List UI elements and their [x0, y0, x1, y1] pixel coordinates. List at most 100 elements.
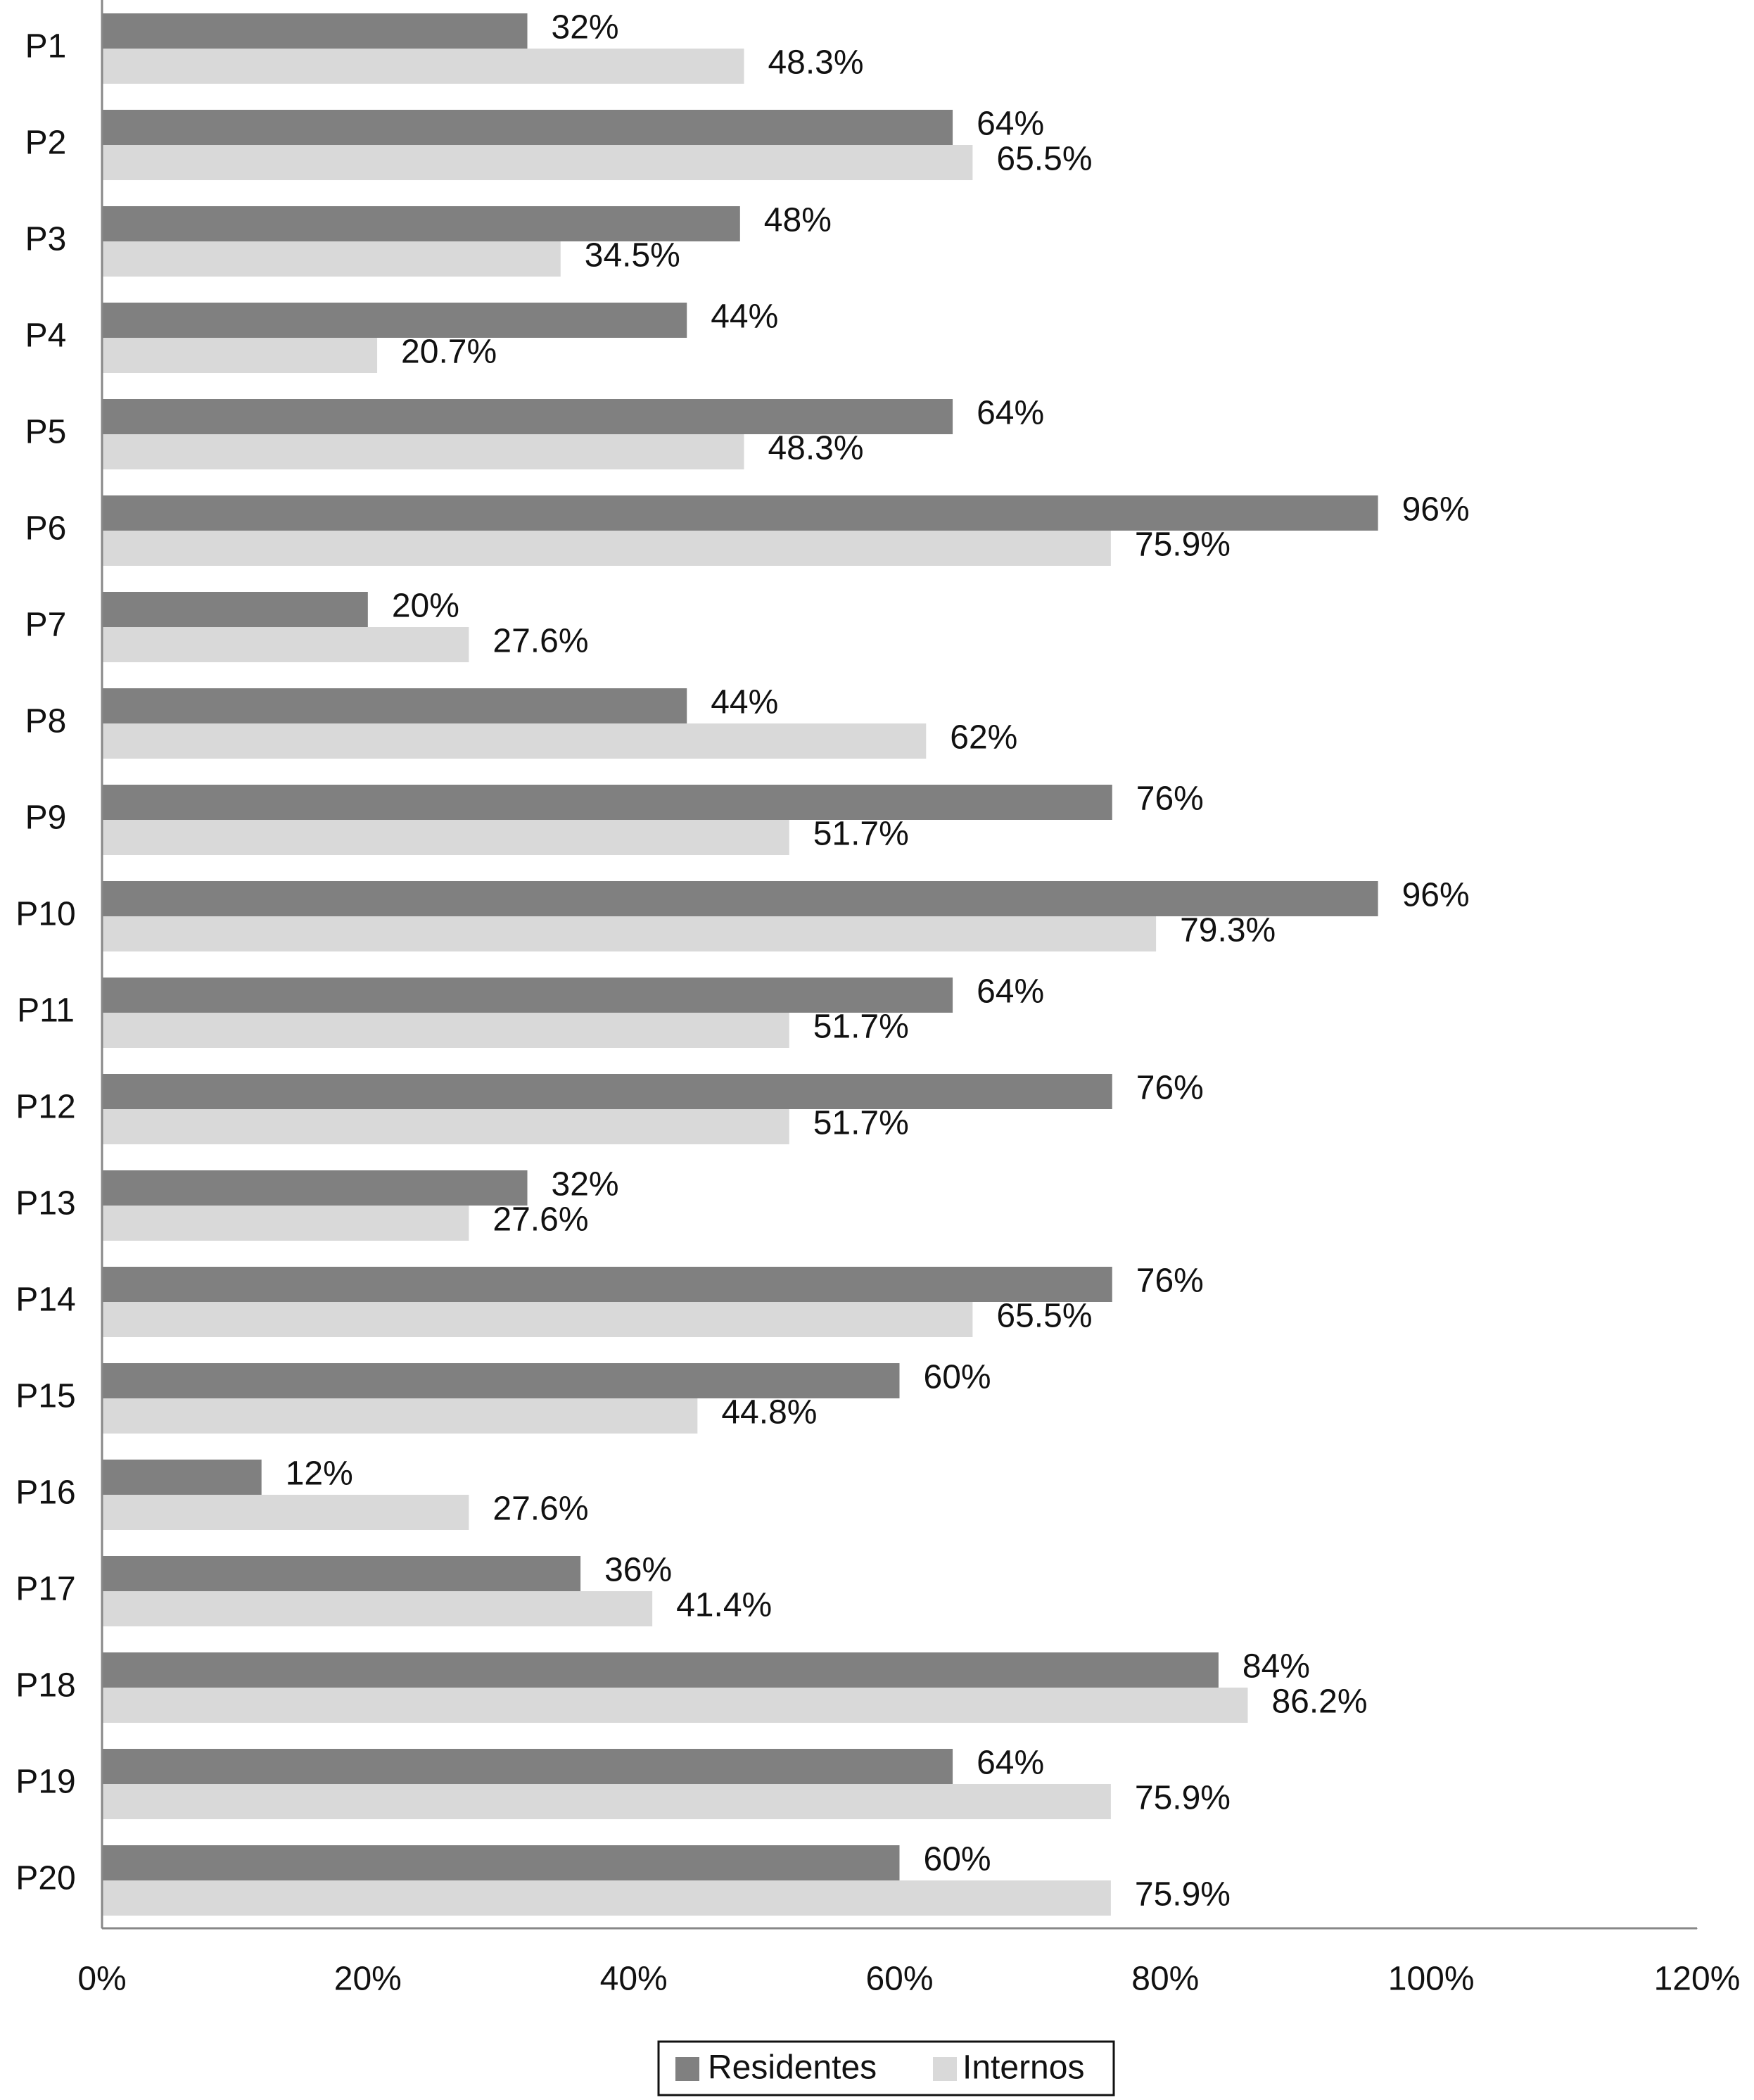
value-label: 36% [604, 1552, 672, 1589]
y-tick-label: P10 [15, 896, 75, 933]
value-label: 75.9% [1135, 1780, 1231, 1817]
x-tick-label: 100% [1388, 1961, 1475, 1998]
bar [102, 881, 1378, 916]
bar [102, 820, 789, 855]
bar [102, 592, 368, 627]
bar [102, 627, 469, 662]
y-tick-label: P16 [15, 1474, 75, 1512]
bar [102, 1074, 1112, 1109]
value-label: 65.5% [996, 1298, 1092, 1335]
x-tick-label: 20% [334, 1961, 402, 1998]
value-label: 64% [977, 1745, 1044, 1782]
x-tick-label: 120% [1654, 1961, 1741, 1998]
value-label: 51.7% [813, 1105, 909, 1142]
y-tick-label: P5 [25, 414, 67, 451]
value-label: 48.3% [768, 430, 863, 467]
y-tick-label: P8 [25, 703, 67, 740]
value-label: 75.9% [1135, 1876, 1231, 1914]
bar [102, 1556, 581, 1591]
bar [102, 1495, 469, 1530]
bar [102, 1170, 528, 1206]
value-label: 32% [552, 9, 619, 46]
bar [102, 338, 378, 373]
bar [102, 206, 740, 241]
value-label: 32% [552, 1166, 619, 1203]
y-tick-label: P14 [15, 1282, 75, 1319]
value-label: 84% [1243, 1648, 1310, 1685]
legend-swatch [675, 2057, 699, 2081]
value-label: 27.6% [492, 1201, 588, 1239]
y-tick-label: P17 [15, 1571, 75, 1608]
value-label: 64% [977, 973, 1044, 1011]
value-label: 27.6% [492, 1491, 588, 1528]
legend-label: Residentes [708, 2049, 877, 2087]
value-label: 51.7% [813, 1008, 909, 1046]
x-tick-label: 80% [1131, 1961, 1199, 1998]
value-label: 48.3% [768, 44, 863, 82]
legend-box [657, 2040, 1115, 2096]
value-label: 60% [924, 1841, 991, 1878]
bar [102, 1591, 653, 1626]
bar [102, 1302, 973, 1337]
legend-swatch [933, 2057, 957, 2081]
value-label: 27.6% [492, 623, 588, 660]
y-tick-label: P6 [25, 510, 67, 548]
bar [102, 1398, 698, 1434]
bar [102, 49, 744, 84]
y-tick-label: P19 [15, 1764, 75, 1801]
bar [102, 916, 1157, 951]
bar [102, 688, 687, 723]
value-label: 64% [977, 106, 1044, 143]
bar [102, 1749, 953, 1784]
y-tick-label: P18 [15, 1667, 75, 1704]
value-label: 86.2% [1271, 1683, 1367, 1721]
bar [102, 1109, 789, 1144]
y-tick-label: P11 [17, 992, 75, 1030]
value-label: 62% [950, 719, 1017, 757]
bar [102, 1460, 262, 1495]
y-tick-label: P2 [25, 125, 67, 162]
value-label: 20.7% [401, 334, 497, 371]
bar [102, 1784, 1111, 1819]
value-label: 12% [286, 1455, 353, 1493]
y-tick-label: P13 [15, 1185, 75, 1222]
bar [102, 434, 744, 469]
bar [102, 723, 927, 759]
value-label: 76% [1136, 780, 1204, 818]
y-tick-label: P15 [15, 1378, 75, 1415]
x-tick-label: 40% [600, 1961, 668, 1998]
y-tick-label: P7 [25, 607, 67, 644]
bar [102, 495, 1378, 531]
y-tick-label: P12 [15, 1089, 75, 1126]
bar [102, 145, 973, 180]
legend-label: Internos [962, 2049, 1084, 2087]
value-label: 44% [711, 298, 778, 336]
bar [102, 399, 953, 434]
value-label: 96% [1402, 491, 1470, 529]
x-tick-label: 60% [865, 1961, 933, 1998]
value-label: 44% [711, 684, 778, 721]
y-tick-label: P20 [15, 1860, 75, 1897]
bar [102, 785, 1112, 820]
value-label: 96% [1402, 877, 1470, 914]
bar [102, 1013, 789, 1048]
bar [102, 110, 953, 145]
bar [102, 13, 528, 49]
y-tick-label: P4 [25, 317, 67, 355]
bar [102, 1845, 900, 1880]
bar [102, 1688, 1248, 1723]
value-label: 64% [977, 395, 1044, 432]
bar [102, 1652, 1219, 1688]
value-label: 76% [1136, 1263, 1204, 1300]
bar [102, 1206, 469, 1241]
value-label: 48% [764, 202, 832, 239]
value-label: 65.5% [996, 141, 1092, 178]
bar [102, 1267, 1112, 1302]
value-label: 75.9% [1135, 526, 1231, 564]
bar [102, 1363, 900, 1398]
bar [102, 978, 953, 1013]
y-tick-label: P9 [25, 799, 67, 837]
y-tick-label: P3 [25, 221, 67, 258]
bar [102, 303, 687, 338]
